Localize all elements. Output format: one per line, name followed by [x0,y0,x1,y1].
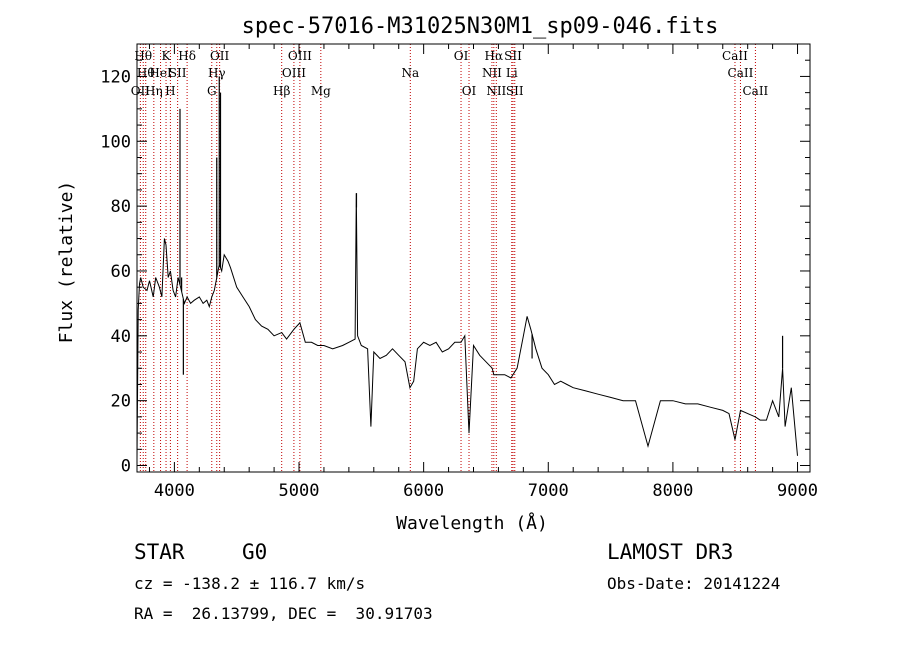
obs-date-text: Obs-Date: 20141224 [607,574,781,593]
line-marker-label: CaII [742,84,768,98]
spectrum-line [136,193,798,460]
line-marker-label: Hα [485,49,504,63]
line-marker-label: H [165,84,175,98]
line-marker-label: NII [482,66,502,80]
line-marker-label: CaII [722,49,748,63]
line-marker-label: Hβ [273,84,290,98]
line-marker-label: Hγ [208,66,226,80]
line-marker-label: SII [169,66,187,80]
line-marker-label: K [162,49,172,63]
line-marker-label: Li [506,66,518,80]
chart-title: spec-57016-M31025N30M1_sp09-046.fits [242,14,719,39]
y-tick-label: 100 [100,132,131,152]
x-tick-label: 7000 [528,481,569,501]
line-marker-label: Hη [145,84,163,98]
y-axis-label: Flux (relative) [56,181,77,344]
x-axis-ticks: 4000 5000 6000 7000 8000 9000 [148,44,818,501]
object-subclass: G0 [242,540,268,564]
line-marker-label: OII [210,49,230,63]
y-tick-label: 40 [111,327,131,347]
line-marker-label: Hθ [134,49,152,63]
y-tick-label: 0 [121,457,131,477]
x-tick-label: 5000 [279,481,320,501]
line-marker-label: OIII [282,66,306,80]
line-marker-label: HeI [149,66,172,80]
line-marker-label: Na [401,66,419,80]
y-tick-label: 80 [111,197,131,217]
x-tick-label: 8000 [652,481,693,501]
line-marker-label: SII [506,84,524,98]
redshift-text: cz = -138.2 ± 116.7 km/s [134,574,366,593]
y-tick-label: 20 [111,392,131,412]
line-marker-label: CaII [728,66,754,80]
x-tick-label: 9000 [777,481,818,501]
y-tick-label: 60 [111,262,131,282]
y-tick-label: 120 [100,67,131,87]
line-markers [139,44,756,472]
line-marker-label: G [207,84,217,98]
x-axis-label: Wavelength (Å) [396,512,548,534]
spectrum-spikes [179,76,784,440]
x-tick-label: 6000 [403,481,444,501]
line-marker-label: Mg [311,84,331,98]
object-class: STAR [134,540,185,564]
line-marker-label: Hδ [178,49,196,63]
survey-name: LAMOST DR3 [607,540,734,564]
line-marker-label: SII [504,49,522,63]
line-marker-label: OII [131,84,151,98]
y-axis-ticks: 0 20 40 60 80 100 120 [100,59,810,477]
line-marker-label: NII [486,84,506,98]
line-marker-label: OI [462,84,477,98]
line-marker-labels: OIIHθHθHηHeIKHSIIHδGHγOIIHβOIIIOIIIMgNaO… [131,49,769,98]
x-tick-label: 4000 [154,481,195,501]
line-marker-label: OI [454,49,469,63]
radec-text: RA = 26.13799, DEC = 30.91703 [134,604,433,623]
plot-frame [136,43,811,473]
line-marker-label: OIII [288,49,312,63]
